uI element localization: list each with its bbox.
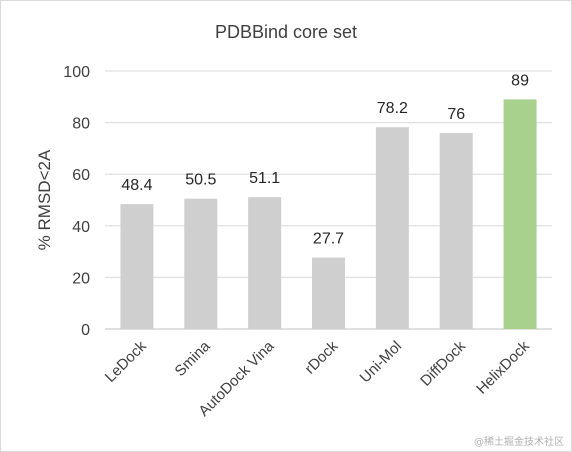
x-tick-label: Uni-Mol (357, 338, 406, 387)
bar-helixdock (503, 99, 537, 329)
bar-diffdock (439, 132, 473, 329)
y-axis-label: % RMSD<2A (35, 149, 54, 250)
x-tick-label: DiffDock (417, 337, 469, 389)
bar-value-label: 78.2 (377, 100, 408, 117)
watermark-text: @稀土掘金技术社区 (474, 437, 564, 448)
bars (120, 99, 537, 329)
bar-value-label: 27.7 (313, 231, 344, 248)
x-tick-label: HelixDock (473, 337, 533, 397)
y-tick-label: 60 (72, 167, 90, 184)
bar-value-label: 51.1 (249, 170, 280, 187)
y-tick-label: 100 (63, 64, 90, 81)
x-tick-label: LeDock (102, 337, 150, 385)
chart-title: PDBBind core set (215, 22, 357, 42)
bar-value-label: 50.5 (185, 172, 216, 189)
bar-value-label: 89 (511, 72, 529, 89)
bar-uni-mol (375, 127, 409, 329)
bar-value-label: 48.4 (121, 177, 152, 194)
x-tick-label: Smina (172, 337, 215, 380)
y-tick-labels: 0 20 40 60 80 100 (63, 64, 90, 339)
bar-value-label: 76 (447, 106, 465, 123)
gridlines (105, 70, 552, 330)
y-tick-label: 80 (72, 116, 90, 133)
y-tick-label: 40 (72, 219, 90, 236)
y-tick-label: 0 (81, 322, 90, 339)
bar-rdock (312, 257, 345, 329)
bar-ledock (120, 204, 154, 329)
y-tick-label: 20 (72, 270, 90, 287)
data-labels: 48.4 50.5 51.1 27.7 78.2 76 89 (121, 72, 529, 247)
x-tick-label: rDock (302, 337, 342, 377)
bar-smina (184, 198, 218, 329)
bar-autodock-vina (248, 197, 282, 329)
